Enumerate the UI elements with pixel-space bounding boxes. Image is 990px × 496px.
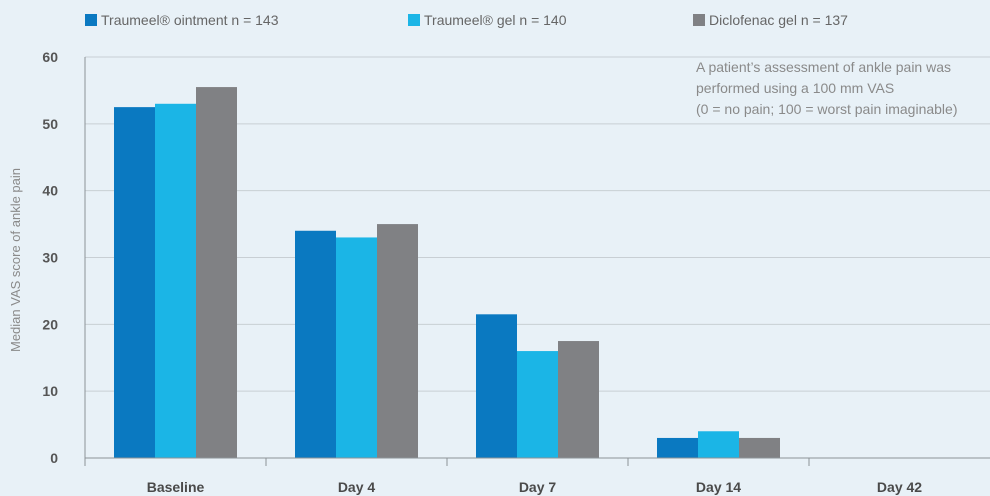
bar (739, 437, 780, 458)
x-axis (84, 57, 990, 466)
bars (114, 87, 780, 459)
y-tick-label: 0 (50, 450, 58, 466)
x-tick-label: Day 4 (338, 479, 376, 495)
legend-swatch (85, 14, 97, 26)
annotation-line: A patient’s assessment of ankle pain was (696, 59, 951, 75)
bar (517, 351, 558, 458)
bar (114, 107, 155, 458)
y-tick-label: 50 (42, 116, 58, 132)
legend-label: Traumeel® ointment n = 143 (101, 12, 279, 28)
bar (377, 224, 418, 458)
y-axis-label: Median VAS score of ankle pain (8, 168, 23, 352)
legend: Traumeel® ointment n = 143 Traumeel® gel … (85, 12, 848, 28)
y-tick-label: 20 (42, 316, 58, 332)
bar (476, 314, 517, 458)
annotation-line: (0 = no pain; 100 = worst pain imaginabl… (696, 101, 958, 117)
bar (336, 237, 377, 458)
annotation-line: performed using a 100 mm VAS (696, 80, 894, 96)
bar (196, 87, 237, 458)
legend-label: Traumeel® gel n = 140 (424, 12, 567, 28)
bar (558, 341, 599, 458)
bar (698, 431, 739, 458)
x-tick-label: Day 14 (696, 479, 741, 495)
x-tick-label: Baseline (147, 479, 205, 495)
y-tick-label: 30 (42, 250, 58, 266)
x-tick-label: Day 42 (877, 479, 922, 495)
bar (155, 103, 196, 459)
y-tick-label: 40 (42, 183, 58, 199)
legend-label: Diclofenac gel n = 137 (709, 12, 848, 28)
y-tick-labels: 0 10 20 30 40 50 60 (42, 49, 58, 466)
x-tick-labels: Baseline Day 4 Day 7 Day 14 Day 42 (147, 479, 923, 495)
legend-swatch (408, 14, 420, 26)
bar (295, 230, 336, 458)
legend-swatch (693, 14, 705, 26)
y-tick-label: 60 (42, 49, 58, 65)
annotation: A patient’s assessment of ankle pain was… (696, 59, 958, 117)
y-tick-label: 10 (42, 383, 58, 399)
bar (657, 437, 698, 458)
x-tick-label: Day 7 (519, 479, 557, 495)
